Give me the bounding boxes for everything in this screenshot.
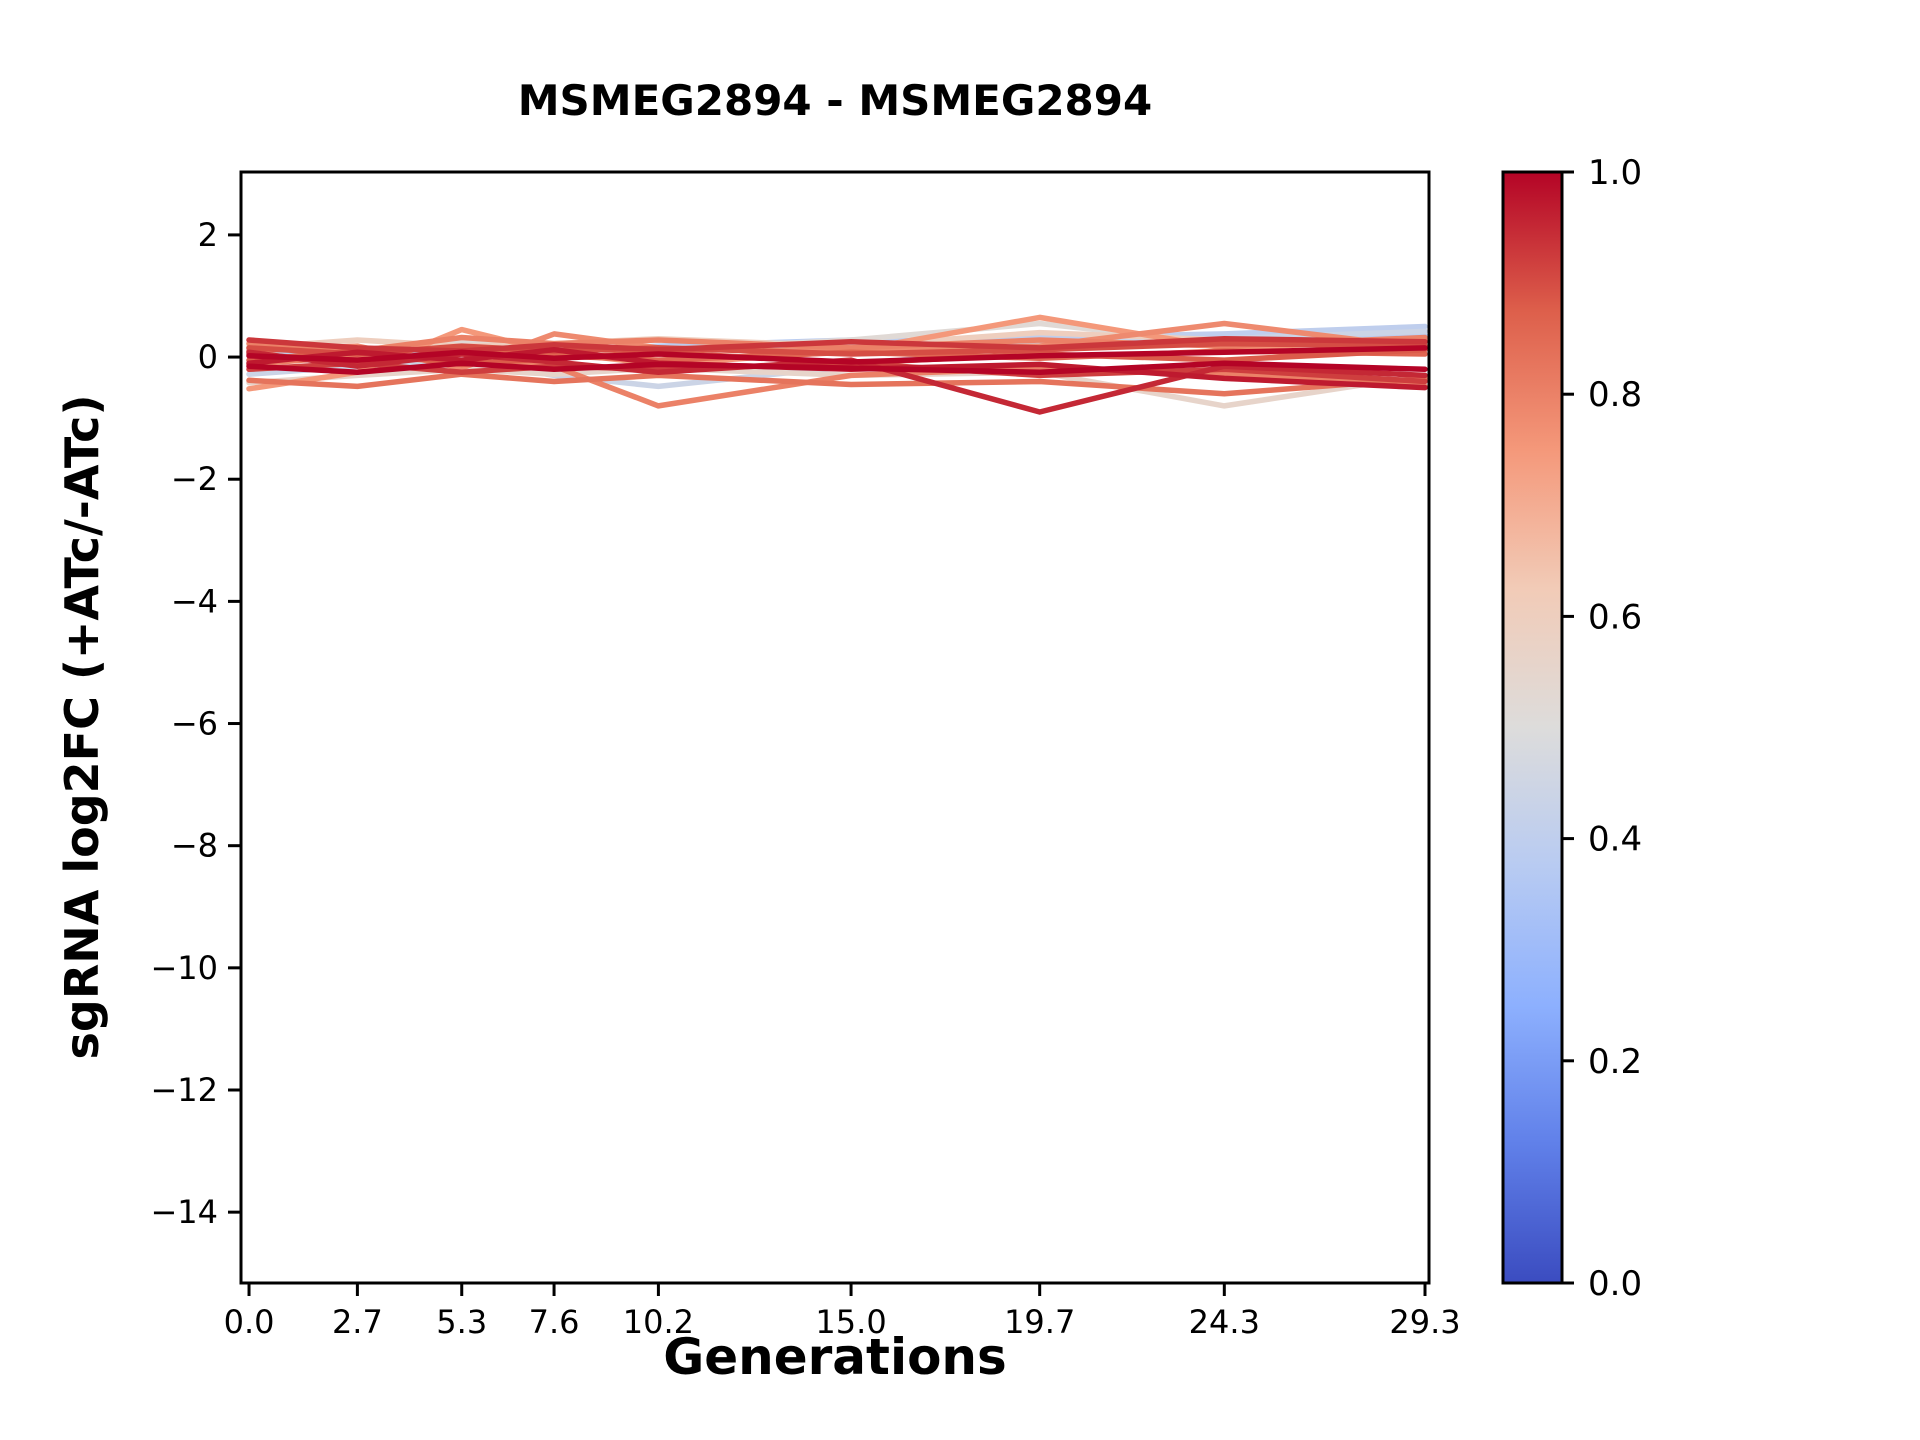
sgrna-line xyxy=(246,335,1428,354)
colorbar xyxy=(1501,170,1564,1285)
colorbar-tick-label: 0.8 xyxy=(1588,375,1642,415)
x-tick-label: 29.3 xyxy=(1389,1303,1460,1341)
y-tick-label: −10 xyxy=(150,949,218,987)
colorbar-tick-label: 0.2 xyxy=(1588,1042,1642,1082)
x-tick-label: 24.3 xyxy=(1189,1303,1260,1341)
chart-title: MSMEG2894 - MSMEG2894 xyxy=(517,76,1153,125)
y-tick-label: −6 xyxy=(171,705,218,743)
x-tick-label: 2.7 xyxy=(332,1303,383,1341)
x-tick-label: 5.3 xyxy=(436,1303,487,1341)
x-tick-label: 10.2 xyxy=(623,1303,694,1341)
colorbar-tick-label: 0.6 xyxy=(1588,597,1642,637)
sgrna-line xyxy=(246,360,1428,376)
y-tick-label: −8 xyxy=(171,827,218,865)
x-tick-label: 19.7 xyxy=(1004,1303,1075,1341)
sgrna-line xyxy=(246,371,1428,397)
x-tick-label: 7.6 xyxy=(529,1303,580,1341)
y-tick-label: −14 xyxy=(150,1193,218,1231)
sgrna-line xyxy=(246,345,1428,365)
colorbar-tick-label: 0.4 xyxy=(1588,820,1642,860)
y-tick-label: −4 xyxy=(171,582,218,620)
colorbar-tick-label: 0.0 xyxy=(1588,1264,1642,1304)
y-tick-label: −12 xyxy=(150,1071,218,1109)
y-tick-label: 0 xyxy=(198,338,218,376)
colorbar-tick-label: 1.0 xyxy=(1588,153,1642,193)
y-tick-label: −2 xyxy=(171,460,218,498)
sgrna-line xyxy=(246,349,1428,415)
axes-spine xyxy=(239,170,1431,1285)
x-tick-label: 15.0 xyxy=(815,1303,886,1341)
y-tick-label: 2 xyxy=(198,216,218,254)
x-tick-label: 0.0 xyxy=(224,1303,275,1341)
x-axis-label: Generations xyxy=(663,1328,1007,1386)
y-axis-label: sgRNA log2FC (+ATc/-ATc) xyxy=(55,394,109,1060)
